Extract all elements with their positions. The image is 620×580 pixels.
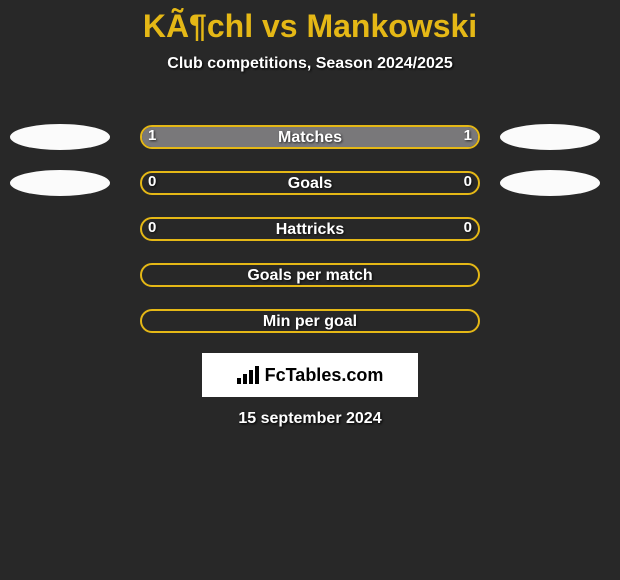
stat-value-left: 0 <box>148 171 156 195</box>
logo-bars-icon <box>237 366 259 384</box>
page-title: KÃ¶chl vs Mankowski <box>0 0 620 45</box>
stat-label: Goals per match <box>142 265 478 287</box>
stat-bar: Min per goal <box>140 309 480 333</box>
stat-label: Min per goal <box>142 311 478 333</box>
stat-bar-fill-right <box>310 127 478 147</box>
logo-text: FcTables.com <box>265 365 384 386</box>
stat-row: Goals0 0 <box>0 171 620 199</box>
player-right-badge <box>500 170 600 196</box>
stat-label: Goals <box>142 173 478 195</box>
stat-value-left: 0 <box>148 217 156 241</box>
stat-bar: Goals per match <box>140 263 480 287</box>
stat-row: Hattricks0 0 <box>0 217 620 245</box>
stat-value-right: 0 <box>464 217 472 241</box>
player-left-badge <box>10 170 110 196</box>
stat-row: Goals per match <box>0 263 620 291</box>
stat-bar: Matches <box>140 125 480 149</box>
logo: FcTables.com <box>202 353 418 397</box>
stat-row: Matches1 1 <box>0 125 620 153</box>
stat-bar: Goals <box>140 171 480 195</box>
stat-label: Hattricks <box>142 219 478 241</box>
player-left-badge <box>10 124 110 150</box>
player-right-badge <box>500 124 600 150</box>
container: KÃ¶chl vs Mankowski Club competitions, S… <box>0 0 620 580</box>
stat-bar: Hattricks <box>140 217 480 241</box>
page-subtitle: Club competitions, Season 2024/2025 <box>0 55 620 73</box>
stat-row: Min per goal <box>0 309 620 337</box>
stat-value-left: 1 <box>148 125 156 149</box>
stat-value-right: 0 <box>464 171 472 195</box>
stat-bar-fill-left <box>142 127 310 147</box>
stat-value-right: 1 <box>464 125 472 149</box>
date-label: 15 september 2024 <box>0 410 620 428</box>
